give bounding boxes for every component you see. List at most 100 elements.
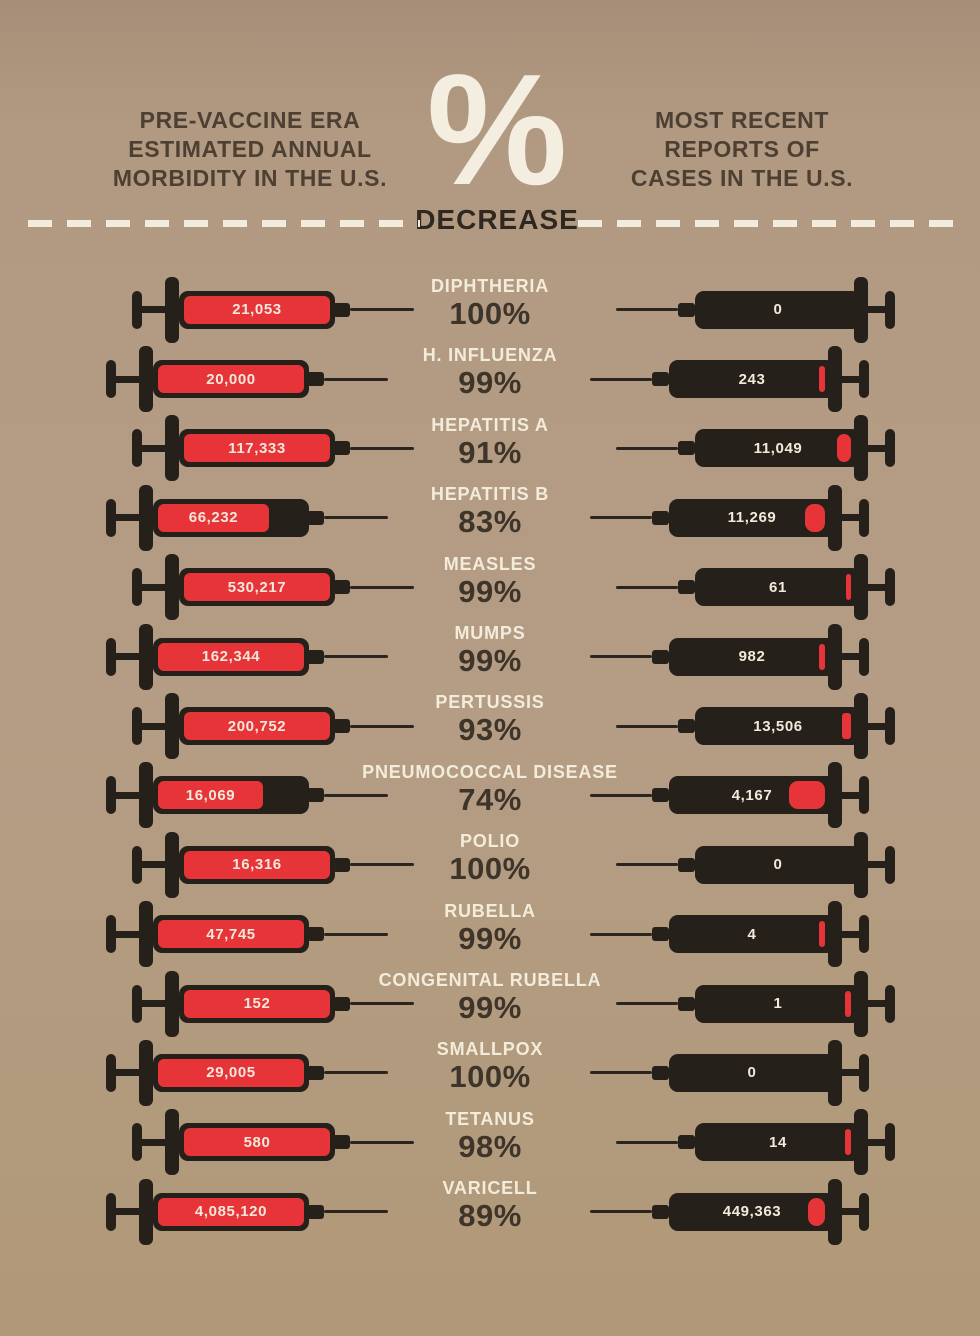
syringe-needle	[324, 655, 388, 659]
syringe-nozzle	[307, 649, 324, 664]
recent-cases-syringe-icon: 4	[590, 899, 880, 969]
plunger-shaft	[868, 444, 885, 452]
syringe-nozzle	[678, 1135, 695, 1150]
syringe-barrel: 21,053	[179, 290, 335, 329]
disease-row: 16,316 POLIO 100% 0	[0, 830, 980, 899]
decrease-percent: 98%	[458, 1128, 522, 1164]
decrease-percent: 100%	[449, 851, 531, 887]
syringe-needle	[590, 377, 652, 381]
red-remainder-bar	[845, 990, 851, 1017]
plunger-flange	[139, 623, 153, 690]
disease-label-block: POLIO 100%	[449, 831, 530, 885]
plunger-handle	[106, 637, 116, 676]
disease-row: 580 TETANUS 98% 14	[0, 1108, 980, 1177]
syringe-barrel: 16,316	[179, 845, 335, 884]
red-fill-bar: 66,232	[158, 503, 269, 532]
syringe-nozzle	[652, 1065, 669, 1080]
syringe-needle	[350, 1002, 414, 1006]
dashed-divider-left	[28, 220, 420, 227]
decrease-percent: 99%	[458, 365, 522, 401]
red-remainder-bar	[845, 1129, 851, 1156]
recent-cases-syringe-icon: 0	[616, 830, 906, 900]
red-remainder-bar	[837, 434, 851, 463]
plunger-shaft	[868, 861, 885, 869]
recent-cases-syringe-icon: 11,269	[590, 483, 880, 553]
red-fill-bar: 162,344	[158, 642, 304, 671]
disease-label-block: HEPATITIS B 83%	[431, 484, 549, 538]
plunger-handle	[132, 568, 142, 607]
plunger-flange	[139, 1039, 153, 1106]
pre-vaccine-syringe-icon: 66,232	[106, 483, 396, 553]
syringe-barrel: 0	[669, 1053, 835, 1092]
plunger-handle	[106, 498, 116, 537]
recent-cases-column-title: MOST RECENT REPORTS OF CASES IN THE U.S.	[548, 106, 936, 193]
disease-label-block: HEPATITIS A 91%	[431, 415, 548, 469]
pre-vaccine-count: 162,344	[201, 648, 261, 666]
syringe-nozzle	[307, 1204, 324, 1219]
red-remainder-bar	[819, 366, 825, 393]
red-remainder-bar	[842, 713, 851, 740]
disease-name: MUMPS	[454, 622, 526, 643]
plunger-handle	[106, 1053, 116, 1092]
plunger-flange	[854, 1109, 868, 1176]
pre-vaccine-count: 4,085,120	[194, 1203, 268, 1221]
plunger-shaft	[140, 444, 167, 452]
syringe-barrel: 449,363	[669, 1192, 835, 1231]
syringe-nozzle	[333, 441, 350, 456]
red-fill-bar: 20,000	[158, 365, 304, 394]
plunger-shaft	[114, 1208, 141, 1216]
disease-label-block: VARICELL 89%	[442, 1178, 537, 1232]
recent-cases-count: 13,506	[753, 717, 803, 735]
plunger-handle	[132, 429, 142, 468]
plunger-shaft	[114, 653, 141, 661]
syringe-barrel: 14	[695, 1123, 861, 1162]
syringe-needle	[590, 516, 652, 520]
disease-row: 4,085,120 VARICELL 89% 449,363	[0, 1177, 980, 1246]
plunger-handle	[106, 360, 116, 399]
title-line: MORBIDITY IN THE U.S.	[112, 165, 388, 191]
plunger-handle	[885, 429, 895, 468]
plunger-shaft	[842, 653, 859, 661]
plunger-flange	[828, 762, 842, 829]
plunger-handle	[106, 915, 116, 954]
pre-vaccine-count: 117,333	[228, 439, 286, 457]
plunger-flange	[139, 901, 153, 968]
red-remainder-bar	[846, 574, 851, 601]
plunger-handle	[859, 915, 869, 954]
plunger-handle	[859, 1192, 869, 1231]
pre-vaccine-syringe-icon: 4,085,120	[106, 1177, 396, 1247]
red-fill-bar: 16,316	[184, 850, 330, 879]
pre-vaccine-count: 580	[243, 1133, 271, 1151]
decrease-percent: 89%	[458, 1198, 522, 1234]
recent-cases-count: 4	[747, 925, 757, 943]
pre-vaccine-syringe-icon: 162,344	[106, 622, 396, 692]
syringe-nozzle	[652, 1204, 669, 1219]
pre-vaccine-count: 152	[243, 995, 271, 1013]
disease-name: H. INFLUENZA	[422, 345, 558, 366]
recent-cases-syringe-icon: 11,049	[616, 413, 906, 483]
disease-row: 16,069 PNEUMOCOCCAL DISEASE 74% 4,167	[0, 761, 980, 830]
plunger-shaft	[842, 375, 859, 383]
syringe-barrel: 982	[669, 637, 835, 676]
pre-vaccine-count: 29,005	[206, 1064, 256, 1082]
plunger-handle	[885, 707, 895, 746]
plunger-shaft	[842, 930, 859, 938]
plunger-shaft	[140, 722, 167, 730]
syringe-needle	[616, 1140, 678, 1144]
plunger-shaft	[842, 514, 859, 522]
disease-label-block: H. INFLUENZA 99%	[423, 345, 558, 399]
red-fill-bar: 16,069	[158, 781, 263, 810]
disease-name: POLIO	[459, 831, 521, 852]
recent-cases-syringe-icon: 449,363	[590, 1177, 880, 1247]
recent-cases-syringe-icon: 13,506	[616, 691, 906, 761]
disease-row: 530,217 MEASLES 99% 61	[0, 553, 980, 622]
red-fill-bar: 152	[184, 989, 330, 1018]
syringe-needle	[616, 585, 678, 589]
syringe-needle	[616, 446, 678, 450]
recent-cases-syringe-icon: 982	[590, 622, 880, 692]
syringe-needle	[590, 932, 652, 936]
syringe-barrel: 29,005	[153, 1053, 309, 1092]
plunger-handle	[859, 360, 869, 399]
plunger-handle	[132, 984, 142, 1023]
